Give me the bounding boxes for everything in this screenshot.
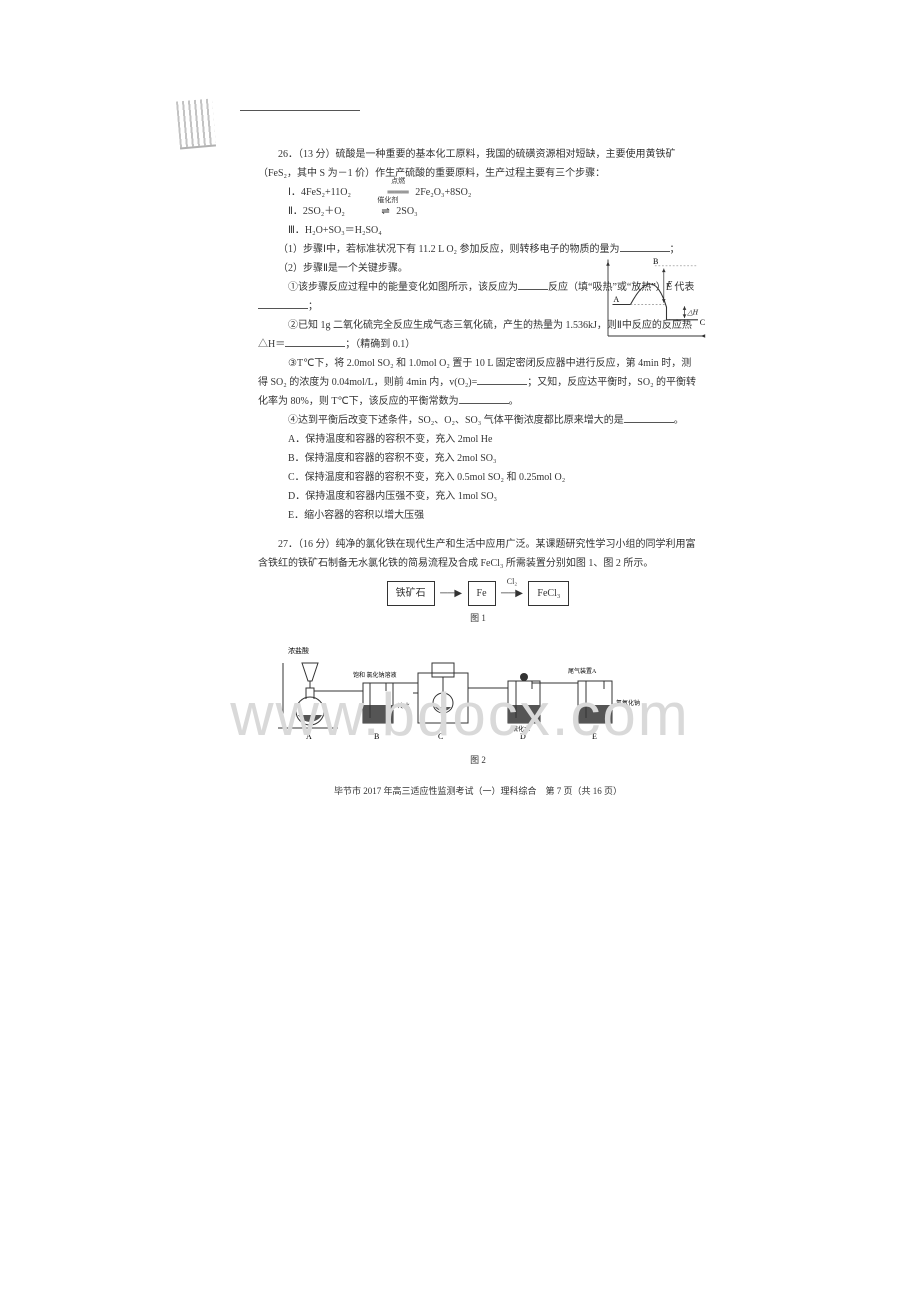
flow2-caption: 图 2 (258, 752, 698, 769)
q26-eq2: Ⅱ．2SO₂＋O₂ 催化剂⇌ 2SO₃ (258, 202, 698, 221)
page-footer: 毕节市 2017 年高三适应性监测考试（一）理科综合 第 7 页（共 16 页） (258, 783, 698, 800)
eq2-lhs: 2SO₂＋O₂ (303, 206, 347, 217)
blank (518, 281, 548, 290)
watermark: www.bdocx.com (0, 680, 920, 749)
eq2-label: Ⅱ． (288, 206, 303, 217)
q26-points: （13 分） (298, 149, 336, 160)
blank (624, 414, 674, 423)
svg-text:饱和 氯化钠溶液: 饱和 氯化钠溶液 (353, 671, 397, 679)
flow1-caption: 图 1 (258, 610, 698, 627)
flow1-box1: 铁矿石 (387, 581, 435, 606)
q27-number: 27． (278, 539, 298, 550)
q26-intro: 26．（13 分）硫酸是一种重要的基本化工原料，我国的硫磺资源相对短缺，主要使用… (258, 145, 698, 183)
energy-label-e: E (666, 280, 672, 289)
q26-opt-b: B．保持温度和容器的容积不变，充入 2mol SO₃ (258, 449, 698, 468)
eq1-label: Ⅰ． (288, 187, 301, 198)
eq2-cond: 催化剂 (347, 194, 393, 207)
svg-text:尾气装置A: 尾气装置A (568, 667, 597, 675)
eq3-body: H₂O+SO₃＝H₂SO₄ (305, 225, 382, 236)
flow1-box2: Fe (468, 581, 496, 606)
energy-label-b: B (653, 257, 658, 266)
blank (620, 243, 670, 252)
q27-intro: 27．（16 分）纯净的氯化铁在现代生产和生活中应用广泛。某课题研究性学习小组的… (258, 535, 698, 573)
q26-opt-c: C．保持温度和容器的容积不变，充入 0.5mol SO₂ 和 0.25mol O… (258, 468, 698, 487)
q26-opt-e: E．缩小容器的容积以增大压强 (258, 506, 698, 525)
eq2-rhs: 2SO₃ (394, 206, 418, 217)
q26-p1-tail: ； (670, 244, 680, 255)
q26-p2d-text: ④达到平衡后改变下述条件，SO₂、O₂、SO₃ 气体平衡浓度都比原来增大的是 (288, 415, 624, 426)
energy-label-a: A (613, 295, 619, 304)
energy-label-dh: △H (686, 308, 699, 316)
blank (258, 300, 308, 309)
q26-p2d-tail: 。 (674, 415, 684, 426)
eq1-lhs: 4FeS₂+11O₂ (301, 187, 351, 198)
blank (477, 376, 527, 385)
flow1-arrow2: Cl₂──▶ (498, 584, 526, 603)
energy-label-c: C (700, 318, 705, 327)
q26-p2c-tail: 。 (509, 396, 519, 407)
blank (459, 395, 509, 404)
q26-opt-d: D．保持温度和容器内压强不变，充入 1mol SO₃ (258, 487, 698, 506)
q26-p2d: ④达到平衡后改变下述条件，SO₂、O₂、SO₃ 气体平衡浓度都比原来增大的是 。 (258, 411, 698, 430)
flow1-arrow1: ──▶ (437, 584, 465, 603)
eq1-rhs: 2Fe₂O₃+8SO₂ (413, 187, 472, 198)
q27-points: （16 分） (298, 539, 336, 550)
eq1-cond: 点燃 (353, 175, 412, 188)
q26-p1-text: （1）步骤Ⅰ中，若标准状况下有 11.2 L O₂ 参加反应，则转移电子的物质的… (278, 244, 620, 255)
q26-eq1: Ⅰ．4FeS₂+11O₂ 点燃═══ 2Fe₂O₃+8SO₂ (258, 183, 698, 202)
flow1-arr2-label: Cl₂ (507, 574, 517, 589)
blank (285, 338, 345, 347)
svg-text:浓盐酸: 浓盐酸 (288, 646, 309, 655)
q26-p2a-1: ①该步骤反应过程中的能量变化如图所示，该反应为 (288, 282, 518, 293)
flow1-box3: FeCl₃ (528, 581, 569, 606)
q26-number: 26． (278, 149, 298, 160)
eq2-arrow: 催化剂⇌ (347, 202, 393, 221)
flow-diagram-1: 铁矿石 ──▶ Fe Cl₂──▶ FeCl₃ (258, 581, 698, 606)
q26-p2a-tail: ； (308, 301, 318, 312)
energy-diagram: A B C E △H (598, 255, 708, 345)
q26-opt-a: A．保持温度和容器的容积不变，充入 2mol He (258, 430, 698, 449)
q26-p2b-tail: ；（精确到 0.1） (345, 339, 415, 350)
q26-p2c: ③T℃下，将 2.0mol SO₂ 和 1.0mol O₂ 置于 10 L 固定… (258, 354, 698, 411)
q26-eq3: Ⅲ．H₂O+SO₃＝H₂SO₄ (258, 221, 698, 240)
eq3-label: Ⅲ． (288, 225, 305, 236)
